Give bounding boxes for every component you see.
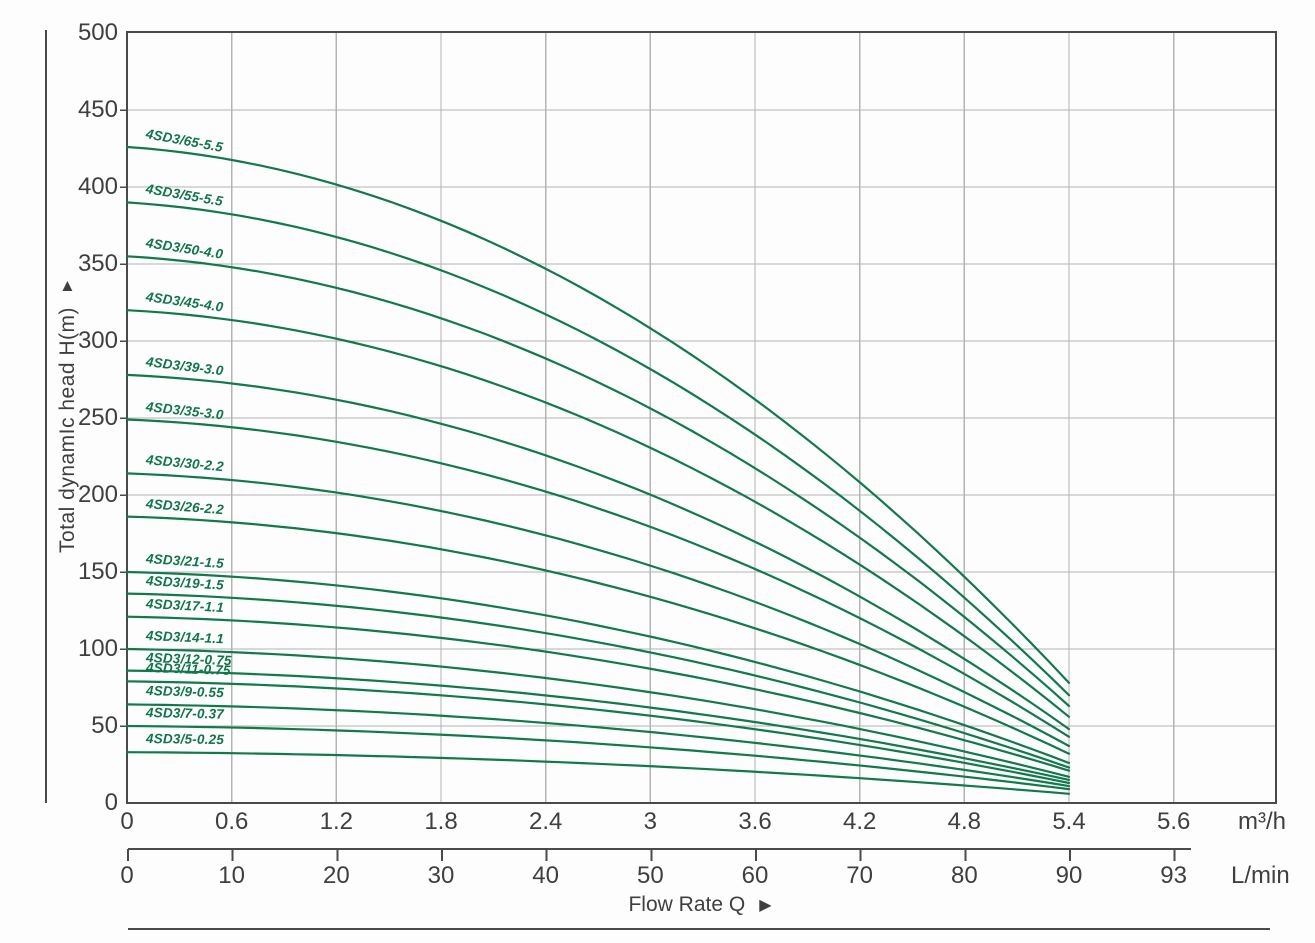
y-tick-label: 50: [91, 712, 118, 739]
y-tick-label: 250: [77, 404, 118, 431]
x-secondary-tick-label: 0: [120, 862, 134, 889]
x-primary-tick-label: 1.8: [424, 808, 458, 835]
x-secondary-tick-label: 30: [427, 862, 455, 889]
curve-label-16: 4SD3/7-0.37: [145, 705, 225, 722]
x-axis-title: Flow Rate Q ▶: [540, 893, 860, 917]
pump-curve-10: [125, 592, 1071, 769]
pump-curve-3: [125, 255, 1071, 708]
pump-curve-8: [125, 515, 1071, 755]
y-tick-label: 350: [77, 250, 118, 277]
x-axis-right-arrow-icon: ▶: [759, 897, 772, 914]
y-tick-label: 400: [77, 173, 118, 200]
x-axis-title-text: Flow Rate Q: [628, 893, 746, 916]
x-primary-tick-label: 4.2: [842, 808, 877, 835]
curve-label-15: 4SD3/9-0.55: [145, 683, 225, 701]
pump-curve-17: [125, 751, 1071, 795]
y-tick-label: 300: [77, 327, 118, 354]
x-secondary-tick-label: 50: [636, 862, 664, 889]
pump-curve-14: [125, 680, 1071, 785]
pump-curve-6: [125, 418, 1071, 738]
pump-curve-4: [125, 309, 1071, 718]
pump-curve-11: [125, 615, 1071, 772]
pump-curve-13: [125, 669, 1071, 782]
x-secondary-tick-label: 60: [741, 862, 769, 889]
x-secondary-tick-label: 80: [950, 862, 978, 889]
x-secondary-tick-label: 90: [1055, 862, 1083, 889]
y-tick-label: 150: [77, 558, 118, 585]
x-primary-tick-label: 1.2: [319, 808, 354, 835]
x-secondary-tick-label: 20: [322, 862, 350, 889]
x-primary-tick-label: 4.8: [947, 808, 982, 835]
pump-curve-15: [125, 703, 1071, 788]
x-primary-tick-label: 0: [120, 808, 134, 835]
x-secondary-tick-label: 40: [532, 862, 559, 889]
y-tick-label: 200: [77, 481, 118, 508]
x-primary-tick-label: 5.4: [1052, 808, 1086, 835]
y-tick-label: 0: [104, 789, 118, 816]
x-primary-tick-label: 3.6: [738, 808, 772, 835]
pump-curve-9: [125, 570, 1071, 765]
x-axis-secondary-unit: L/min: [1231, 862, 1290, 889]
x-secondary-tick-label: 93: [1160, 862, 1187, 889]
x-primary-tick-label: 2.4: [528, 808, 563, 835]
curve-label-17: 4SD3/5-0.25: [145, 731, 225, 748]
y-axis-up-arrow-icon: ▲: [59, 276, 76, 295]
x-axis-primary-unit: m³/h: [1238, 808, 1286, 835]
y-tick-label: 500: [77, 19, 118, 46]
pump-curve-12: [125, 647, 1071, 778]
pump-curve-5: [125, 373, 1071, 731]
x-secondary-tick-label: 70: [846, 862, 873, 889]
pump-curve-16: [125, 724, 1071, 791]
y-tick-label: 450: [77, 96, 118, 123]
x-primary-tick-label: 5.6: [1156, 808, 1191, 835]
pump-curve-2: [125, 201, 1071, 697]
x-secondary-tick-label: 10: [218, 862, 245, 889]
pump-curve-7: [125, 472, 1071, 748]
x-primary-tick-label: 3: [643, 808, 657, 835]
pump-curve-1: [125, 145, 1071, 685]
y-tick-label: 100: [77, 635, 118, 662]
x-primary-tick-label: 0.6: [214, 808, 249, 835]
